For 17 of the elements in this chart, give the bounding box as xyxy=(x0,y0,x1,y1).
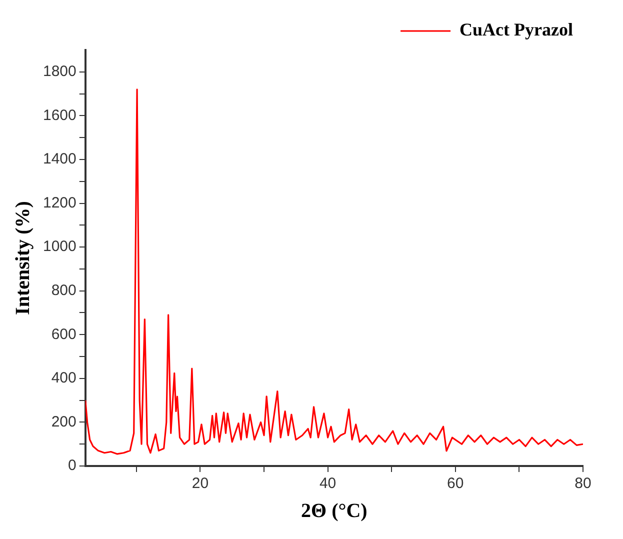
y-tick-label: 1800 xyxy=(42,63,76,80)
y-tick-label: 400 xyxy=(51,370,76,387)
x-axis-title: 2Θ (°C) xyxy=(301,500,368,522)
y-tick-label: 1200 xyxy=(42,194,76,212)
x-tick-label: 40 xyxy=(319,475,336,492)
y-tick-label: 800 xyxy=(51,282,76,299)
x-tick-label: 20 xyxy=(192,475,209,492)
y-tick-label: 600 xyxy=(51,326,76,343)
y-tick-label: 1400 xyxy=(42,150,76,168)
y-tick-label: 0 xyxy=(68,457,76,474)
y-axis-title: Intensity (%) xyxy=(12,201,34,315)
legend-label: CuAct Pyrazol xyxy=(460,20,573,40)
x-tick-label: 60 xyxy=(447,475,464,492)
y-tick-label: 1000 xyxy=(42,238,76,256)
y-tick-label: 200 xyxy=(51,413,76,430)
y-tick-label: 1600 xyxy=(42,106,76,124)
x-tick-label: 80 xyxy=(574,475,592,492)
